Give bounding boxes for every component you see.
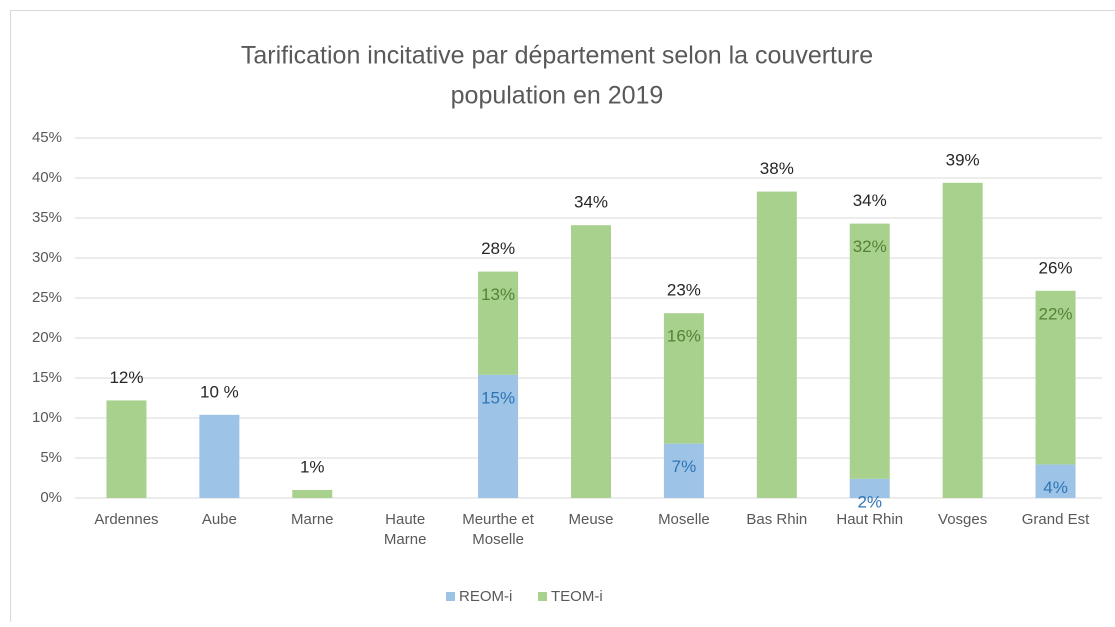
- bar-segment: [292, 490, 332, 498]
- chart-title: population en 2019: [451, 82, 664, 110]
- x-tick-label-box: Grand Est: [1016, 510, 1096, 560]
- total-label: 38%: [760, 159, 794, 178]
- segment-label: 16%: [667, 327, 701, 346]
- legend-swatch: [538, 592, 547, 601]
- y-tick-label: 5%: [40, 449, 62, 466]
- x-tick-label: Ardennes: [86, 510, 166, 530]
- x-tick-label-box: Haut Rhin: [830, 510, 910, 560]
- y-tick-label: 45%: [32, 129, 62, 146]
- x-tick-label-box: Moselle: [644, 510, 724, 560]
- y-tick-label: 10%: [32, 409, 62, 426]
- y-tick-label: 30%: [32, 249, 62, 266]
- x-tick-label: Haute Marne: [365, 510, 445, 550]
- x-tick-label-box: Meurthe et Moselle: [458, 510, 538, 560]
- x-tick-label: Marne: [272, 510, 352, 530]
- segment-label: 15%: [481, 388, 515, 407]
- total-label: 34%: [574, 193, 608, 212]
- bar-segment: [571, 225, 611, 498]
- x-tick-label: Vosges: [923, 510, 1003, 530]
- y-tick-label: 20%: [32, 329, 62, 346]
- total-label: 12%: [109, 368, 143, 387]
- x-tick-label-box: Haute Marne: [365, 510, 445, 560]
- bar-segment: [757, 192, 797, 498]
- legend-swatch: [446, 592, 455, 601]
- x-tick-label: Bas Rhin: [737, 510, 817, 530]
- y-tick-label: 35%: [32, 209, 62, 226]
- bar-segment: [106, 400, 146, 498]
- x-tick-label-box: Aube: [179, 510, 259, 560]
- bar-segment: [850, 224, 890, 479]
- chart-title: Tarification incitative par département …: [241, 42, 873, 70]
- x-tick-label-box: Bas Rhin: [737, 510, 817, 560]
- total-label: 1%: [300, 457, 325, 476]
- bar-segment: [943, 183, 983, 498]
- segment-label: 13%: [481, 285, 515, 304]
- y-tick-label: 25%: [32, 289, 62, 306]
- total-label: 26%: [1039, 258, 1073, 277]
- legend-label: TEOM-i: [551, 588, 603, 605]
- y-tick-label: 0%: [40, 489, 62, 506]
- segment-label: 2%: [857, 492, 882, 511]
- total-label: 39%: [946, 150, 980, 169]
- x-tick-label: Aube: [179, 510, 259, 530]
- total-label: 23%: [667, 281, 701, 300]
- y-tick-label: 40%: [32, 169, 62, 186]
- x-tick-label: Grand Est: [1016, 510, 1096, 530]
- segment-label: 22%: [1039, 304, 1073, 323]
- segment-label: 32%: [853, 237, 887, 256]
- total-label: 28%: [481, 239, 515, 258]
- x-tick-label-box: Marne: [272, 510, 352, 560]
- total-label: 10 %: [200, 382, 239, 401]
- total-label: 34%: [853, 191, 887, 210]
- legend-label: REOM-i: [459, 588, 512, 605]
- x-tick-label: Moselle: [644, 510, 724, 530]
- x-tick-label: Meuse: [551, 510, 631, 530]
- x-tick-label-box: Meuse: [551, 510, 631, 560]
- x-tick-label: Meurthe et Moselle: [458, 510, 538, 550]
- y-tick-label: 15%: [32, 369, 62, 386]
- x-tick-label-box: Ardennes: [86, 510, 166, 560]
- segment-label: 7%: [672, 457, 697, 476]
- x-tick-label: Haut Rhin: [830, 510, 910, 530]
- segment-label: 4%: [1043, 478, 1068, 497]
- bar-segment: [199, 415, 239, 498]
- x-tick-label-box: Vosges: [923, 510, 1003, 560]
